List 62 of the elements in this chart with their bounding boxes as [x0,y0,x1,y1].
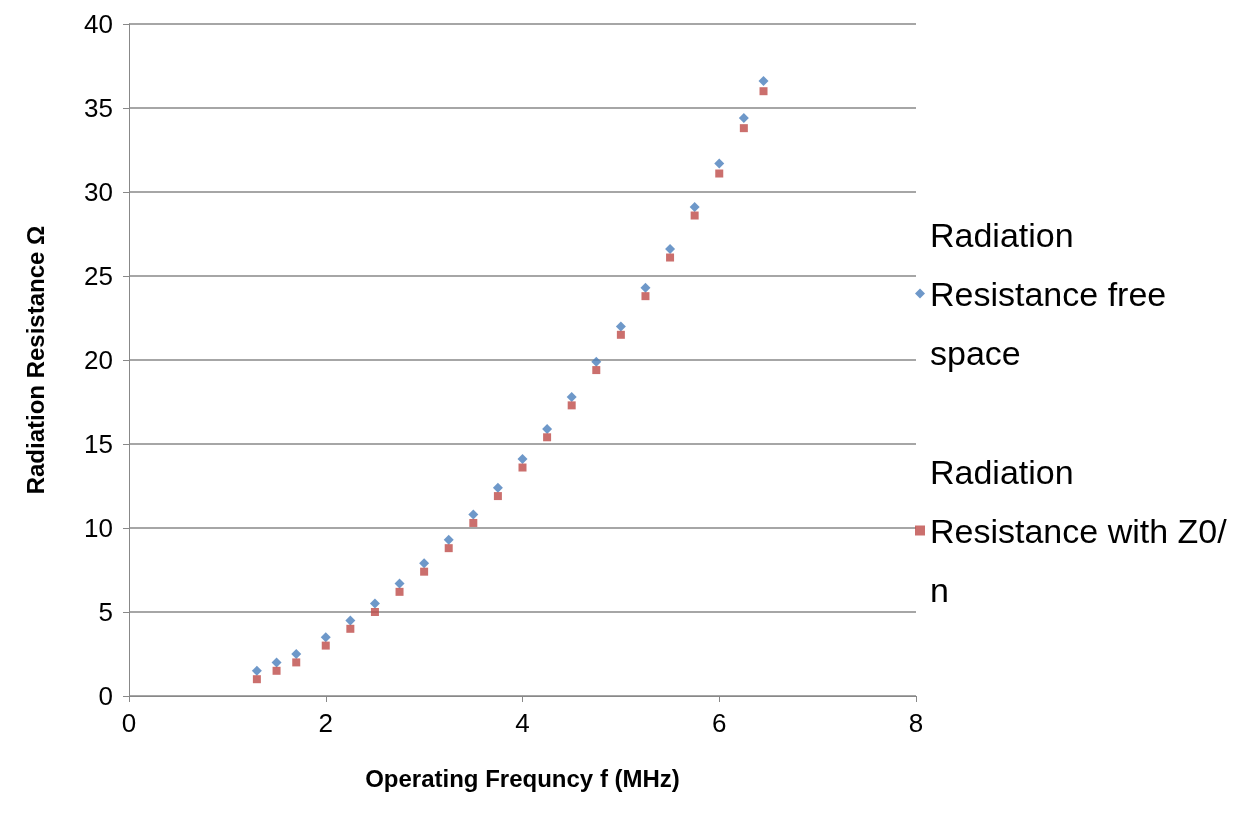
point [369,598,380,609]
y-tick-label: 10 [84,513,113,543]
point [714,158,725,169]
point [517,454,528,465]
point [492,482,503,493]
point [739,124,748,133]
point [346,624,355,633]
point [665,244,676,255]
point [616,330,625,339]
point [271,657,282,668]
point [615,321,626,332]
x-tick-label: 6 [712,708,727,738]
x-tick-label: 2 [318,708,333,738]
point [292,658,301,667]
y-tick-label: 20 [84,345,113,375]
point [493,492,502,501]
point [420,567,429,576]
point [394,578,405,589]
point [320,632,331,643]
point [666,253,675,262]
legend-label: Radiation Resistance free space [930,215,1176,372]
point [689,202,700,213]
point [640,282,651,293]
x-tick-label: 8 [908,708,924,738]
y-tick-label: 35 [84,93,113,123]
y-tick-label: 0 [98,681,113,711]
point [518,463,527,472]
point [321,641,330,650]
x-tick-label: 4 [515,708,530,738]
point [715,169,724,178]
point [758,76,769,87]
point [444,544,453,553]
y-tick-label: 25 [84,261,113,291]
point [252,675,261,684]
y-tick-label: 15 [84,429,113,459]
point [738,113,749,124]
point [759,87,768,96]
point [542,423,553,434]
point [251,665,262,676]
y-tick-label: 30 [84,177,113,207]
point [419,558,430,569]
x-axis-title: Operating Frequncy f (MHz) [365,764,680,792]
point [272,666,281,675]
point [591,356,602,367]
legend-label: Radiation Resistance with Z0/n [930,452,1228,609]
point [566,391,577,402]
y-tick-label: 40 [84,9,113,39]
point [370,608,379,616]
point [443,534,454,545]
point [468,509,479,520]
y-tick-label: 5 [98,597,113,627]
point [543,433,552,442]
y-axis-title: Radiation Resistance Ω [21,225,49,495]
x-tick-label: 0 [121,708,137,738]
point [345,615,356,626]
point [592,366,601,375]
point [641,292,650,301]
point [690,211,699,220]
point [291,649,302,659]
point [567,401,576,410]
point [469,518,478,527]
point [395,587,404,596]
